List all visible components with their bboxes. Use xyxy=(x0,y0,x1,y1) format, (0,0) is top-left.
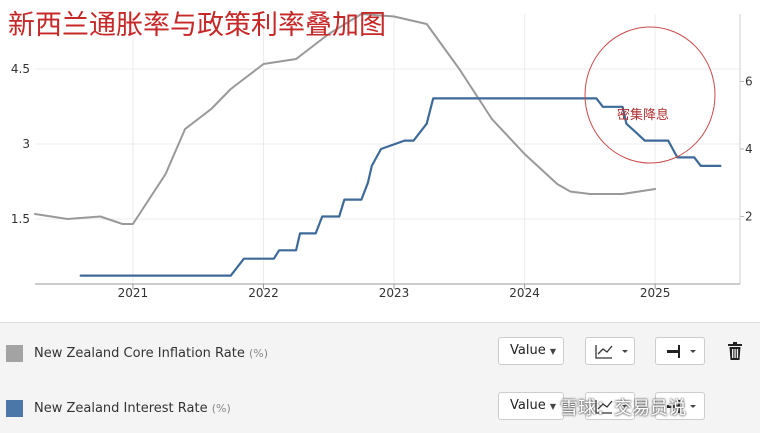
annotation-label: 密集降息 xyxy=(617,107,669,123)
chevron-down-icon: ▼ xyxy=(549,347,556,356)
trash-icon[interactable] xyxy=(728,342,742,360)
x-tick-label: 2021 xyxy=(118,286,149,300)
y-left-tick-label: 4.5 xyxy=(11,62,30,76)
x-tick-labels: 2021 2022 2023 2024 2025 xyxy=(118,286,671,300)
x-tick-label: 2025 xyxy=(640,286,671,300)
axis-side-icon xyxy=(667,345,696,358)
series-line-interest-rate xyxy=(79,97,722,277)
series-unit: (%) xyxy=(249,347,269,360)
series-name: New Zealand Interest Rate xyxy=(34,401,208,416)
chart-title: 新西兰通胀率与政策利率叠加图 xyxy=(8,10,386,41)
chart-type-dropdown[interactable] xyxy=(585,392,635,420)
chart-type-dropdown[interactable] xyxy=(585,337,635,365)
annotation-circle xyxy=(584,26,716,164)
series-label[interactable]: New Zealand Interest Rate (%) xyxy=(34,401,231,416)
series-label[interactable]: New Zealand Core Inflation Rate (%) xyxy=(34,346,268,361)
value-dropdown[interactable]: Value ▼ xyxy=(498,392,564,420)
watermark: 雪球：交易员说 xyxy=(560,398,686,419)
value-dropdown[interactable]: Value ▼ xyxy=(498,337,564,365)
x-tick-label: 2023 xyxy=(379,286,410,300)
value-dropdown-label: Value xyxy=(510,398,546,413)
value-dropdown-label: Value xyxy=(510,343,546,358)
chevron-down-icon: ▼ xyxy=(549,402,556,411)
axis-dropdown[interactable] xyxy=(655,392,705,420)
y-right-tick-labels: 2 4 6 xyxy=(745,75,753,224)
line-chart-icon xyxy=(595,345,628,359)
legend-row-interest-rate: New Zealand Interest Rate (%) Value ▼ xyxy=(0,392,760,432)
axis-dropdown[interactable] xyxy=(655,337,705,365)
x-tick-label: 2024 xyxy=(509,286,540,300)
series-line-core-inflation xyxy=(34,13,657,225)
series-name: New Zealand Core Inflation Rate xyxy=(34,346,245,361)
series-color-swatch[interactable] xyxy=(6,400,23,417)
y-left-tick-label: 1.5 xyxy=(11,212,30,226)
y-right-tick-label: 2 xyxy=(745,210,753,224)
series-unit: (%) xyxy=(211,402,231,415)
series-lines xyxy=(34,13,722,277)
legend-row-core-inflation: New Zealand Core Inflation Rate (%) Valu… xyxy=(0,337,760,377)
legend-panel: New Zealand Core Inflation Rate (%) Valu… xyxy=(0,322,760,433)
line-chart-icon xyxy=(595,400,628,414)
y-right-tick-label: 4 xyxy=(745,142,753,156)
y-right-tick-label: 6 xyxy=(745,75,753,89)
series-color-swatch[interactable] xyxy=(6,345,23,362)
axis-side-icon xyxy=(667,400,696,413)
y-left-tick-labels: 1.5 3 4.5 xyxy=(11,62,30,226)
y-left-tick-label: 3 xyxy=(22,137,30,151)
gridlines xyxy=(35,14,740,284)
axis-lines xyxy=(35,14,744,289)
x-tick-label: 2022 xyxy=(248,286,279,300)
chart-area: 2021 2022 2023 2024 2025 1.5 3 4.5 2 4 6 密集降息 新西… xyxy=(8,10,753,300)
